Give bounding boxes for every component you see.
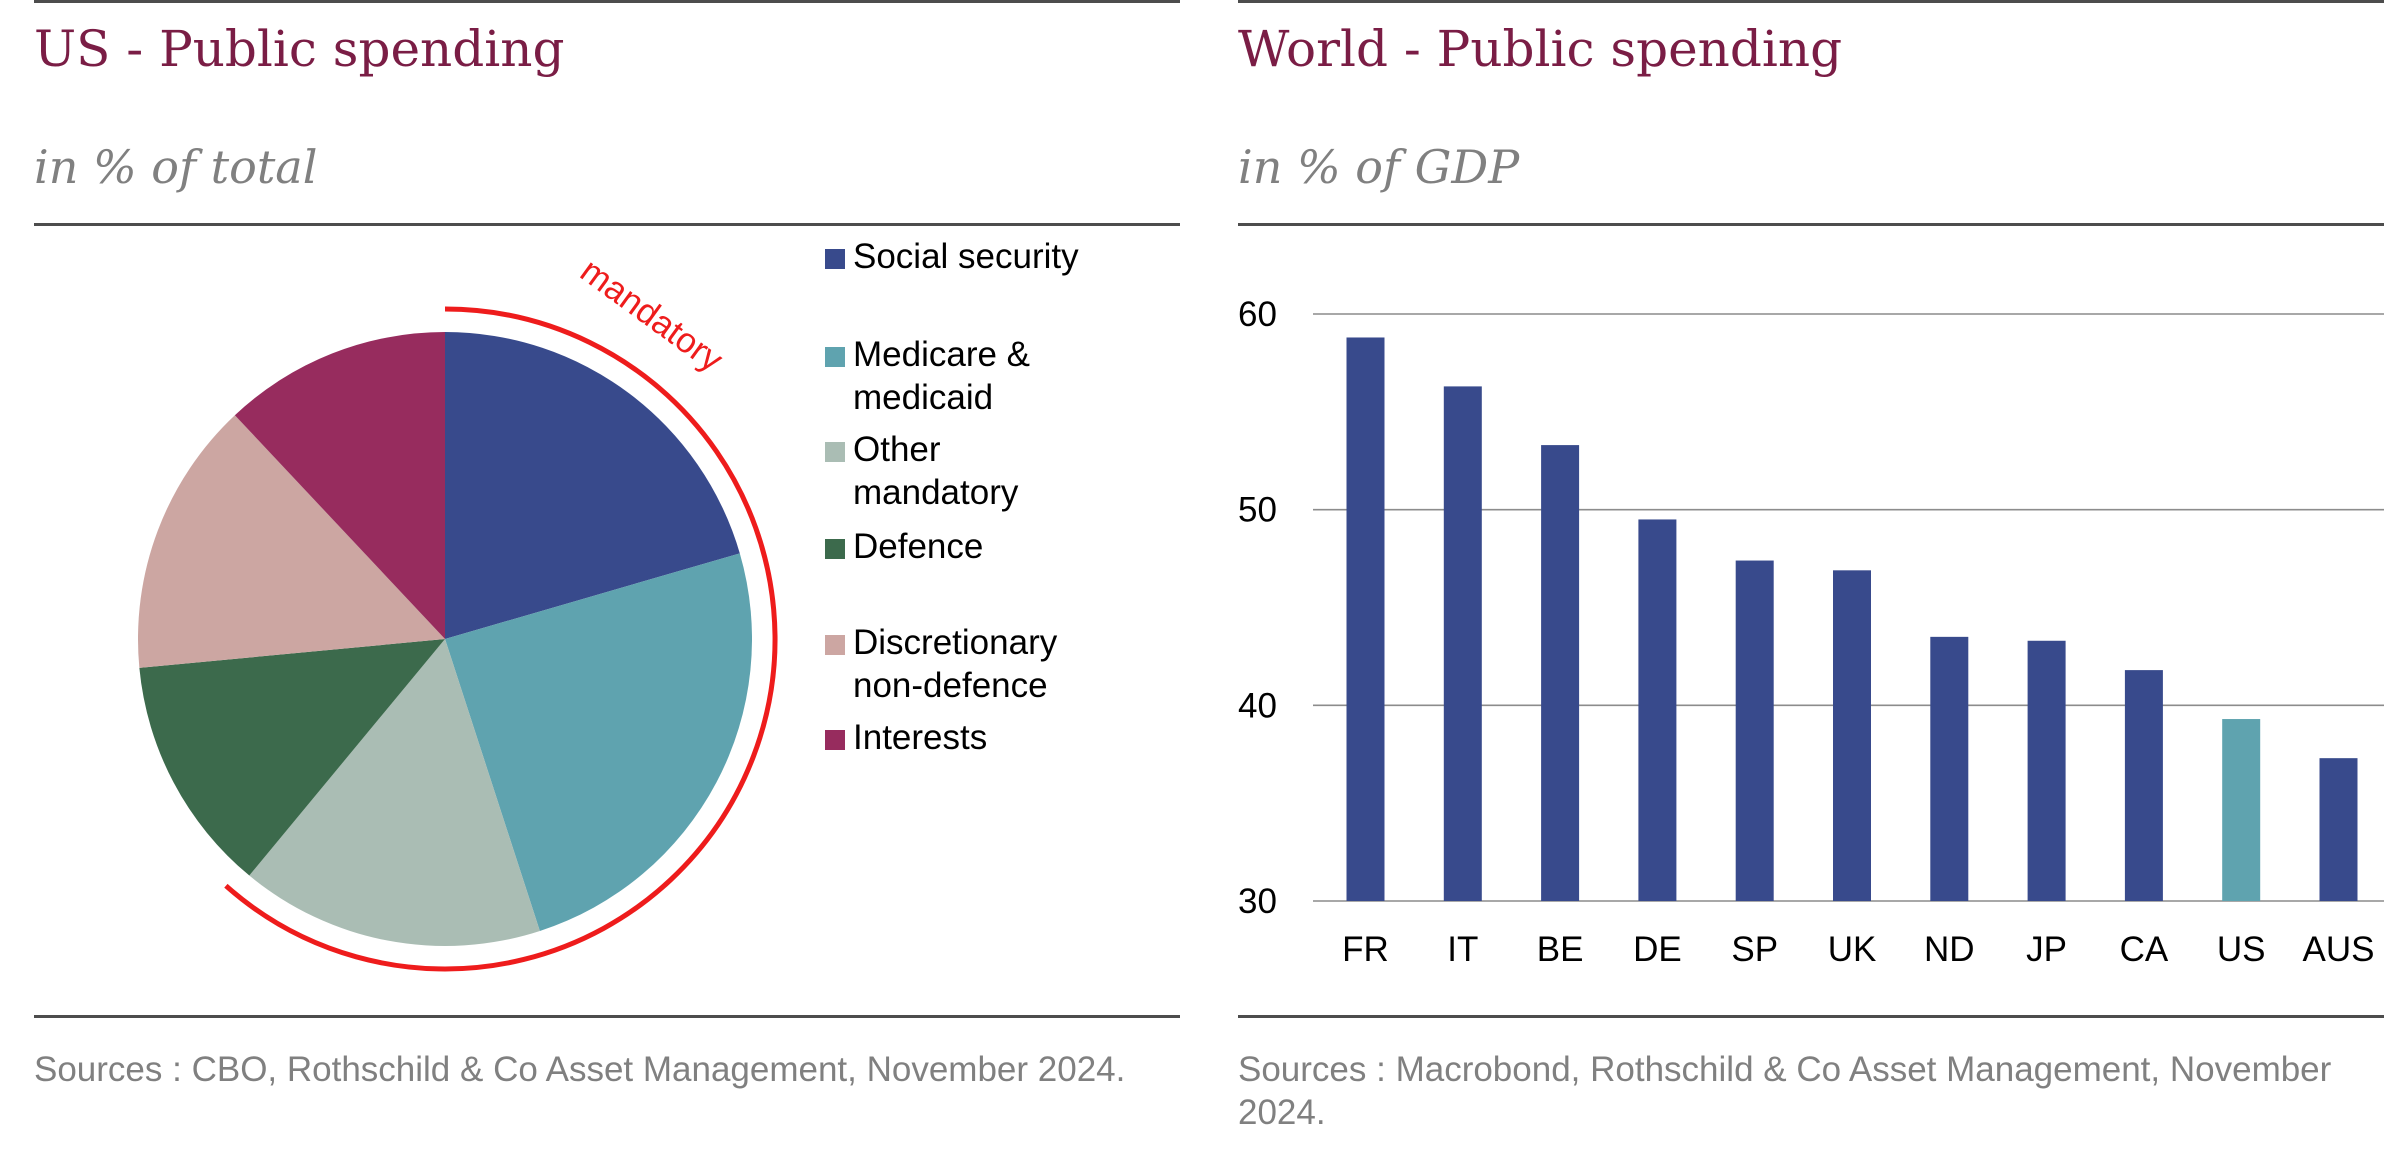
world-source-note: Sources : Macrobond, Rothschild & Co Ass…: [1238, 1050, 2332, 1132]
world-chart-subtitle: in % of GDP: [1238, 140, 1520, 194]
bar-it: [1443, 386, 1482, 901]
bottom-rule: [1238, 1015, 2384, 1018]
pie-slice-other-mandatory: [249, 639, 540, 946]
legend-label: non-defence: [853, 666, 1048, 705]
x-tick-label: CA: [2120, 930, 2169, 969]
bar-chart: 30 40 50 60 FR IT BE DE SP UK ND JP CA US AUS: [1238, 295, 2384, 969]
pie-slice-defence: [139, 639, 445, 876]
bar-jp: [2027, 640, 2066, 901]
legend-label: medicaid: [853, 378, 993, 417]
pie-slice-discretionary-non-defence: [138, 415, 445, 668]
x-tick-label: IT: [1447, 930, 1478, 969]
world-spending-panel: World - Public spending in % of GDP 30 40…: [1238, 0, 2384, 1155]
x-tick-label: ND: [1924, 930, 1975, 969]
x-axis-ticks: FR IT BE DE SP UK ND JP CA US AUS: [1342, 930, 2374, 969]
bars: [1346, 337, 2358, 902]
pie-slice-social-security: [445, 332, 740, 639]
x-tick-label: DE: [1633, 930, 1682, 969]
legend-item-discretionary-non-defence: Discretionary non-defence: [825, 623, 1058, 705]
bar-nd: [1930, 636, 1969, 901]
bar-sp: [1735, 560, 1774, 901]
pie-slice-interests: [234, 332, 445, 639]
legend-label: Medicare &: [853, 335, 1030, 374]
legend-label: Interests: [853, 718, 987, 757]
x-tick-label: BE: [1537, 930, 1584, 969]
y-tick-label: 50: [1238, 491, 1277, 530]
y-tick-label: 60: [1238, 295, 1277, 334]
bar-aus: [2319, 758, 2358, 901]
legend-item-defence: Defence: [825, 527, 983, 566]
y-axis-ticks: 30 40 50 60: [1238, 295, 1277, 921]
top-rule: [34, 0, 1180, 3]
us-spending-panel: US - Public spending in % of total manda…: [34, 0, 1180, 1155]
world-chart-title: World - Public spending: [1238, 20, 1843, 78]
x-tick-label: JP: [2026, 930, 2067, 969]
x-tick-label: SP: [1731, 930, 1778, 969]
legend-swatch: [825, 539, 845, 559]
legend-swatch: [825, 730, 845, 750]
mandatory-arc: [224, 306, 778, 972]
pie-slice-medicare-medicaid: [445, 553, 752, 931]
us-chart-subtitle: in % of total: [34, 140, 318, 194]
subtitle-rule: [34, 223, 1180, 226]
pie-chart: mandatory Social security Medicare & medic…: [138, 237, 1079, 972]
legend-item-interests: Interests: [825, 718, 987, 757]
legend-item-social-security: Social security: [825, 237, 1079, 276]
legend-item-medicare-medicaid: Medicare & medicaid: [825, 335, 1030, 417]
bar-us: [2222, 719, 2261, 901]
bar-gridlines: [1313, 313, 2384, 902]
legend-swatch: [825, 249, 845, 269]
subtitle-rule: [1238, 223, 2384, 226]
legend-item-other-mandatory: Other mandatory: [825, 430, 1019, 512]
bar-de: [1638, 519, 1677, 901]
legend-swatch: [825, 347, 845, 367]
y-tick-label: 30: [1238, 882, 1277, 921]
us-source-note: Sources : CBO, Rothschild & Co Asset Man…: [34, 1050, 1126, 1089]
pie-slices: [138, 332, 752, 946]
pie-legend: Social security Medicare & medicaid Other ma…: [825, 237, 1079, 757]
legend-swatch: [825, 442, 845, 462]
legend-swatch: [825, 635, 845, 655]
y-tick-label: 40: [1238, 686, 1277, 725]
x-tick-label: AUS: [2303, 930, 2375, 969]
bar-fr: [1346, 337, 1385, 902]
x-tick-label: US: [2217, 930, 2266, 969]
legend-label: mandatory: [853, 473, 1019, 512]
legend-label: Discretionary: [853, 623, 1058, 662]
x-tick-label: UK: [1828, 930, 1877, 969]
bottom-rule: [34, 1015, 1180, 1018]
legend-label: Defence: [853, 527, 983, 566]
mandatory-label: mandatory: [573, 251, 730, 380]
bar-ca: [2124, 670, 2163, 901]
legend-label: Other: [853, 430, 941, 469]
top-rule: [1238, 0, 2384, 3]
bar-uk: [1833, 570, 1871, 901]
legend-label: Social security: [853, 237, 1079, 276]
x-tick-label: FR: [1342, 930, 1389, 969]
bar-be: [1541, 445, 1580, 901]
us-chart-title: US - Public spending: [34, 20, 565, 78]
